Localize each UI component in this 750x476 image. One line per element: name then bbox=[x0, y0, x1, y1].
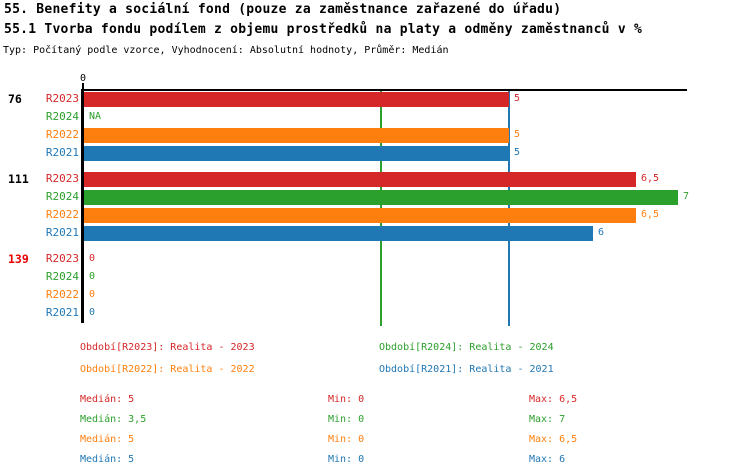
bar-r2023 bbox=[84, 92, 509, 107]
group-label: 139 bbox=[8, 252, 29, 266]
stat-median-r2021: Medián: 5 bbox=[80, 454, 135, 465]
axis-top-line bbox=[84, 89, 687, 91]
bar-value-label: 5 bbox=[514, 93, 521, 104]
axis-vertical-line bbox=[81, 89, 84, 323]
axis-tick-label: 0 bbox=[79, 73, 87, 84]
bar-value-label: 6,5 bbox=[641, 209, 660, 220]
stat-min-r2021: Min: 0 bbox=[328, 454, 365, 465]
stat-min-r2023: Min: 0 bbox=[328, 394, 365, 405]
bar-r2023 bbox=[84, 172, 636, 187]
stat-min-r2024: Min: 0 bbox=[328, 414, 365, 425]
bar-r2022 bbox=[84, 128, 509, 143]
bar-r2021 bbox=[84, 146, 509, 161]
stat-max-r2021: Max: 6 bbox=[529, 454, 566, 465]
legend-item-r2022: Období[R2022]: Realita - 2022 bbox=[80, 364, 255, 375]
row-label-r2024: R2024 bbox=[45, 190, 79, 203]
bar-value-label: 6,5 bbox=[641, 173, 660, 184]
group-label: 111 bbox=[8, 172, 29, 186]
bar-value-label: 0 bbox=[89, 271, 96, 282]
stat-max-r2024: Max: 7 bbox=[529, 414, 566, 425]
bar-value-label: NA bbox=[89, 111, 102, 122]
bar-value-label: 5 bbox=[514, 129, 521, 140]
bar-r2024 bbox=[84, 190, 678, 205]
group-label: 76 bbox=[8, 92, 22, 106]
stat-median-r2023: Medián: 5 bbox=[80, 394, 135, 405]
bar-value-label: 0 bbox=[89, 307, 96, 318]
legend-item-r2021: Období[R2021]: Realita - 2021 bbox=[379, 364, 554, 375]
row-label-r2024: R2024 bbox=[45, 270, 79, 283]
bar-value-label: 7 bbox=[683, 191, 690, 202]
row-label-r2022: R2022 bbox=[45, 288, 79, 301]
row-label-r2022: R2022 bbox=[45, 128, 79, 141]
bar-value-label: 6 bbox=[598, 227, 605, 238]
stat-median-r2024: Medián: 3,5 bbox=[80, 414, 147, 425]
row-label-r2024: R2024 bbox=[45, 110, 79, 123]
axis-tick-mark bbox=[82, 83, 84, 89]
stat-max-r2023: Max: 6,5 bbox=[529, 394, 578, 405]
report-title: 55. Benefity a sociální fond (pouze za z… bbox=[4, 2, 562, 17]
bar-r2021 bbox=[84, 226, 593, 241]
bar-value-label: 0 bbox=[89, 289, 96, 300]
row-label-r2023: R2023 bbox=[45, 92, 79, 105]
bar-value-label: 0 bbox=[89, 253, 96, 264]
legend-item-r2024: Období[R2024]: Realita - 2024 bbox=[379, 342, 554, 353]
stat-max-r2022: Max: 6,5 bbox=[529, 434, 578, 445]
row-label-r2023: R2023 bbox=[45, 172, 79, 185]
stat-min-r2022: Min: 0 bbox=[328, 434, 365, 445]
row-label-r2021: R2021 bbox=[45, 146, 79, 159]
row-label-r2022: R2022 bbox=[45, 208, 79, 221]
bar-value-label: 5 bbox=[514, 147, 521, 158]
row-label-r2021: R2021 bbox=[45, 306, 79, 319]
row-label-r2023: R2023 bbox=[45, 252, 79, 265]
report-subtitle: 55.1 Tvorba fondu podílem z objemu prost… bbox=[4, 22, 643, 37]
row-label-r2021: R2021 bbox=[45, 226, 79, 239]
bar-r2022 bbox=[84, 208, 636, 223]
report-meta: Typ: Počítaný podle vzorce, Vyhodnocení:… bbox=[3, 45, 449, 56]
stat-median-r2022: Medián: 5 bbox=[80, 434, 135, 445]
legend-item-r2023: Období[R2023]: Realita - 2023 bbox=[80, 342, 255, 353]
